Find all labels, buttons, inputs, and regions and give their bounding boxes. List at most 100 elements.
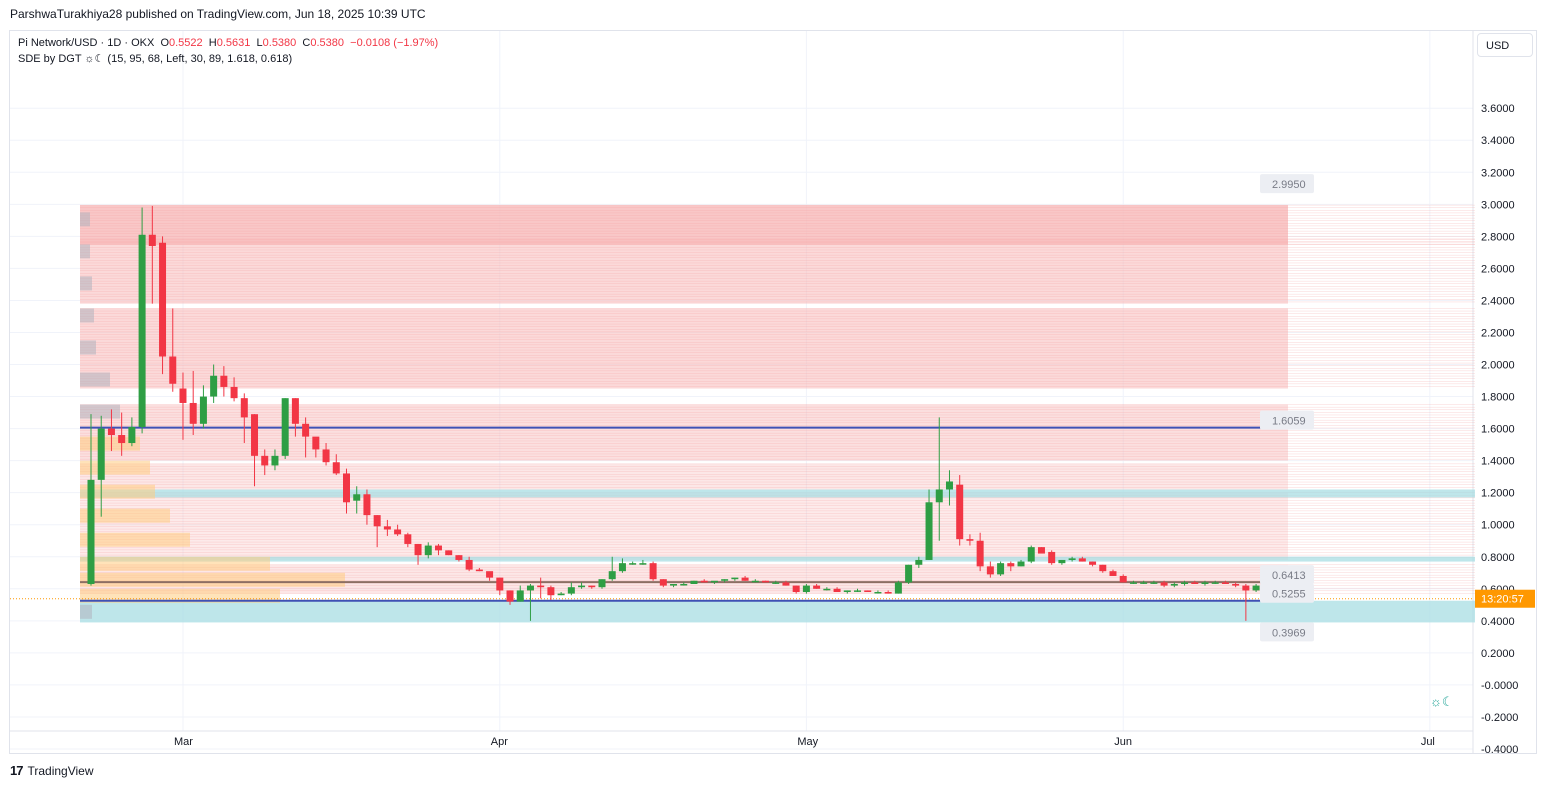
- candle-body: [1160, 582, 1168, 586]
- candle-body: [516, 590, 524, 602]
- candle-body: [557, 593, 565, 596]
- symbol-label[interactable]: Pi Network/USD · 1D · OKX: [18, 37, 155, 49]
- candle-body: [578, 585, 586, 588]
- candle-body: [782, 582, 790, 586]
- candle-body: [905, 564, 913, 583]
- candle-body: [1068, 558, 1076, 560]
- volume-profile-bar: [80, 588, 280, 603]
- candle-body: [813, 585, 821, 589]
- candle-body: [1181, 582, 1189, 584]
- y-tick-label: -0.2000: [1481, 712, 1518, 724]
- y-tick-label: 0.8000: [1481, 552, 1515, 564]
- level-label[interactable]: 2.9950: [1260, 174, 1314, 194]
- candle-body: [424, 545, 432, 556]
- x-tick-label: Mar: [174, 736, 193, 748]
- candle-body: [1252, 585, 1260, 591]
- candle-body: [1007, 563, 1015, 567]
- publisher-line: ParshwaTurakhiya28 published on TradingV…: [10, 7, 426, 21]
- chart-legend: Pi Network/USD · 1D · OKX O0.5522 H0.563…: [18, 35, 438, 67]
- level-label-box: [1260, 565, 1314, 585]
- level-label[interactable]: 0.5255: [1260, 583, 1314, 603]
- close-value: 0.5380: [310, 37, 345, 49]
- last-price-badge: [1475, 589, 1535, 608]
- candle-body: [1150, 582, 1158, 584]
- x-tick-label: Apr: [491, 736, 508, 748]
- candle-body: [343, 473, 350, 503]
- candle-body: [598, 579, 606, 588]
- candle-body: [97, 428, 105, 480]
- candle-body: [353, 494, 361, 501]
- level-label-text: 0.6413: [1272, 570, 1306, 582]
- candle-body: [322, 449, 330, 463]
- candle-body: [434, 545, 442, 551]
- y-tick-label: 1.6000: [1481, 424, 1515, 436]
- high-label: H: [208, 37, 217, 49]
- candle-body: [997, 563, 1005, 575]
- level-label-box: [1260, 410, 1314, 430]
- candle-body: [537, 585, 545, 588]
- candle-body: [414, 543, 422, 556]
- y-tick-label: 2.6000: [1481, 263, 1515, 275]
- candle-body: [394, 529, 402, 535]
- volume-profile-bar: [80, 508, 170, 523]
- y-tick-label: 3.6000: [1481, 103, 1515, 115]
- level-label[interactable]: 0.3969: [1260, 622, 1314, 642]
- volume-profile-bar: [80, 244, 90, 259]
- last-price-time: 13:20:57: [1481, 594, 1524, 606]
- candle-body: [772, 582, 780, 584]
- candle-body: [1058, 559, 1066, 564]
- close-label: C: [302, 37, 311, 49]
- y-tick-label: 1.8000: [1481, 392, 1515, 404]
- level-label[interactable]: 0.6413: [1260, 565, 1314, 585]
- x-tick-label: Jun: [1114, 736, 1132, 748]
- volume-profile-bar: [80, 532, 190, 547]
- footer-brand[interactable]: 17 TradingView: [10, 763, 94, 778]
- y-tick-label: 2.8000: [1481, 231, 1515, 243]
- brand-name: TradingView: [27, 763, 94, 778]
- candle-body: [455, 555, 463, 560]
- candle-body: [1242, 585, 1250, 591]
- volume-profile-bar: [80, 460, 150, 475]
- candle-body: [864, 590, 872, 593]
- level-label[interactable]: 1.6059: [1260, 410, 1314, 430]
- candle-body: [966, 539, 974, 541]
- candle-body: [792, 585, 800, 593]
- level-label-box: [1260, 174, 1314, 194]
- candle-body: [986, 566, 994, 575]
- candle-body: [87, 479, 95, 584]
- candle-body: [762, 580, 770, 583]
- candle-body: [1099, 564, 1107, 572]
- candle-body: [1201, 582, 1209, 584]
- chart-frame: [9, 30, 1537, 754]
- candle-body: [567, 587, 575, 594]
- y-tick-label: 0.4000: [1481, 616, 1515, 628]
- candle-body: [496, 577, 504, 591]
- candle-body: [526, 585, 534, 591]
- candle-body: [1027, 547, 1035, 562]
- level-label-text: 0.5255: [1272, 589, 1306, 601]
- candlestick-chart[interactable]: 3.6000 3.4000 3.2000 3.0000 2.8000 2.6000 2.40…: [10, 31, 1537, 753]
- candle-body: [1232, 583, 1240, 586]
- candle-body: [475, 569, 483, 572]
- candle-body: [199, 396, 207, 424]
- y-tick-label: 1.4000: [1481, 456, 1515, 468]
- candle-body: [169, 356, 177, 384]
- candle-body: [1089, 561, 1097, 565]
- x-tick-label: Jul: [1421, 736, 1435, 748]
- support-zone: [80, 489, 1475, 498]
- candle-body: [680, 583, 688, 586]
- resistance-zone: [80, 239, 1288, 304]
- y-tick-label: 3.2000: [1481, 167, 1515, 179]
- candle-body: [465, 559, 473, 570]
- level-label-text: 0.3969: [1272, 627, 1306, 639]
- candle-body: [1048, 551, 1056, 564]
- candle-body: [383, 526, 391, 530]
- candle-body: [332, 462, 340, 474]
- resistance-zone: [80, 404, 1288, 461]
- candle-body: [138, 234, 146, 427]
- currency-button[interactable]: USD: [1477, 33, 1533, 57]
- y-tick-label: 2.0000: [1481, 360, 1515, 372]
- candle-body: [1191, 582, 1199, 584]
- indicator-label[interactable]: SDE by DGT ☼☾ (15, 95, 68, Left, 30, 89,…: [18, 53, 293, 65]
- x-tick-label: May: [797, 736, 818, 748]
